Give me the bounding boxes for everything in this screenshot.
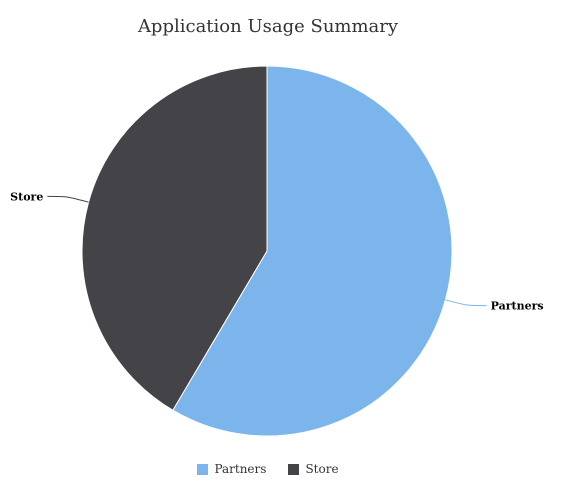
legend: Partners Store [0, 462, 536, 476]
data-label-store: Store [10, 190, 43, 203]
data-label-partners: Partners [491, 300, 544, 313]
legend-item-store[interactable]: Store [288, 462, 339, 476]
legend-item-partners[interactable]: Partners [197, 462, 266, 476]
connector-store [47, 195, 89, 203]
chart-title: Application Usage Summary [137, 16, 399, 37]
legend-swatch-store [288, 463, 300, 475]
pie-slice-store[interactable] [81, 65, 268, 411]
legend-swatch-partners [197, 463, 209, 475]
legend-label-partners: Partners [214, 462, 267, 476]
legend-label-store: Store [305, 462, 339, 476]
connector-partners [445, 299, 487, 307]
